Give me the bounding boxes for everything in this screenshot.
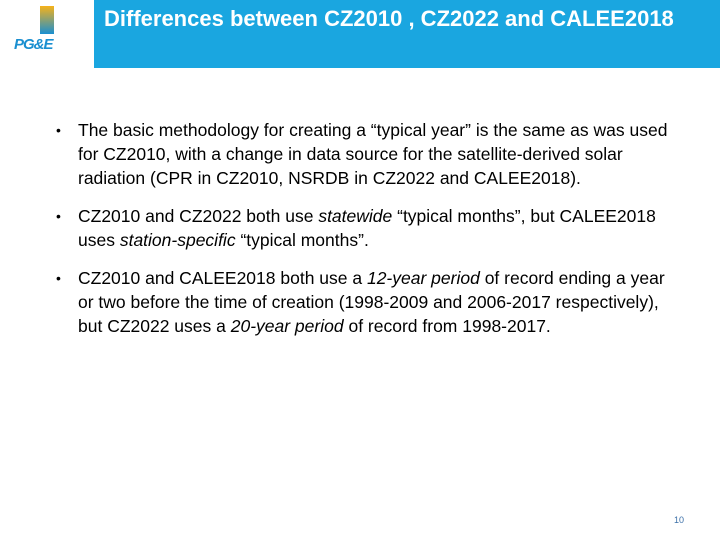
italic-text: 20-year period — [230, 316, 344, 336]
text: “typical months”, but CALEE2018 uses — [78, 206, 656, 250]
page-number: 10 — [674, 515, 685, 525]
header: PG&E Differences between CZ2010 , CZ2022… — [0, 0, 720, 68]
bullet-list: The basic methodology for creating a “ty… — [55, 118, 668, 352]
bullet: CZ2010 and CZ2022 both use statewide “ty… — [56, 204, 668, 252]
text: of record from 1998-2017. — [343, 316, 551, 336]
logo: PG&E — [14, 36, 54, 53]
text: CZ2010 and CZ2022 both use — [78, 206, 319, 226]
text: of record ending a year or two before th… — [78, 268, 665, 336]
logo-mark — [40, 6, 54, 34]
bullet: CZ2010 and CALEE2018 both use a 12-year … — [56, 266, 668, 338]
title: Differences between CZ2010 , CZ2022 and … — [104, 6, 674, 31]
text: The basic methodology for creating a “ty… — [78, 120, 668, 188]
bullet: The basic methodology for creating a “ty… — [56, 118, 668, 190]
italic-text: station-specific — [119, 230, 236, 250]
text: “typical months”. — [235, 230, 369, 250]
text: CZ2010 and CALEE2018 both use a — [78, 268, 367, 288]
italic-text: statewide — [318, 206, 393, 226]
italic-text: 12-year period — [366, 268, 480, 288]
logo-area: PG&E — [0, 0, 94, 68]
